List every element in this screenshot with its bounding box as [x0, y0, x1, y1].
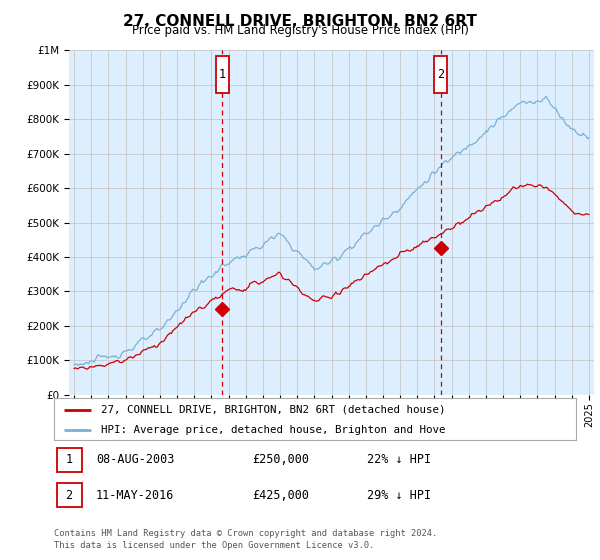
- Text: 29% ↓ HPI: 29% ↓ HPI: [367, 488, 431, 502]
- Text: 11-MAY-2016: 11-MAY-2016: [96, 488, 174, 502]
- Text: 2: 2: [437, 68, 445, 81]
- Text: 1: 1: [65, 454, 73, 466]
- Text: 2: 2: [65, 488, 73, 502]
- Text: 27, CONNELL DRIVE, BRIGHTON, BN2 6RT: 27, CONNELL DRIVE, BRIGHTON, BN2 6RT: [123, 14, 477, 29]
- FancyBboxPatch shape: [215, 55, 229, 94]
- FancyBboxPatch shape: [56, 447, 82, 472]
- Text: 22% ↓ HPI: 22% ↓ HPI: [367, 454, 431, 466]
- Text: £250,000: £250,000: [253, 454, 310, 466]
- FancyBboxPatch shape: [56, 483, 82, 507]
- Text: 08-AUG-2003: 08-AUG-2003: [96, 454, 174, 466]
- Text: Contains HM Land Registry data © Crown copyright and database right 2024.
This d: Contains HM Land Registry data © Crown c…: [54, 529, 437, 550]
- Text: HPI: Average price, detached house, Brighton and Hove: HPI: Average price, detached house, Brig…: [101, 425, 445, 435]
- Text: 27, CONNELL DRIVE, BRIGHTON, BN2 6RT (detached house): 27, CONNELL DRIVE, BRIGHTON, BN2 6RT (de…: [101, 405, 445, 415]
- Text: Price paid vs. HM Land Registry's House Price Index (HPI): Price paid vs. HM Land Registry's House …: [131, 24, 469, 37]
- Text: £425,000: £425,000: [253, 488, 310, 502]
- FancyBboxPatch shape: [434, 55, 448, 94]
- Text: 1: 1: [218, 68, 226, 81]
